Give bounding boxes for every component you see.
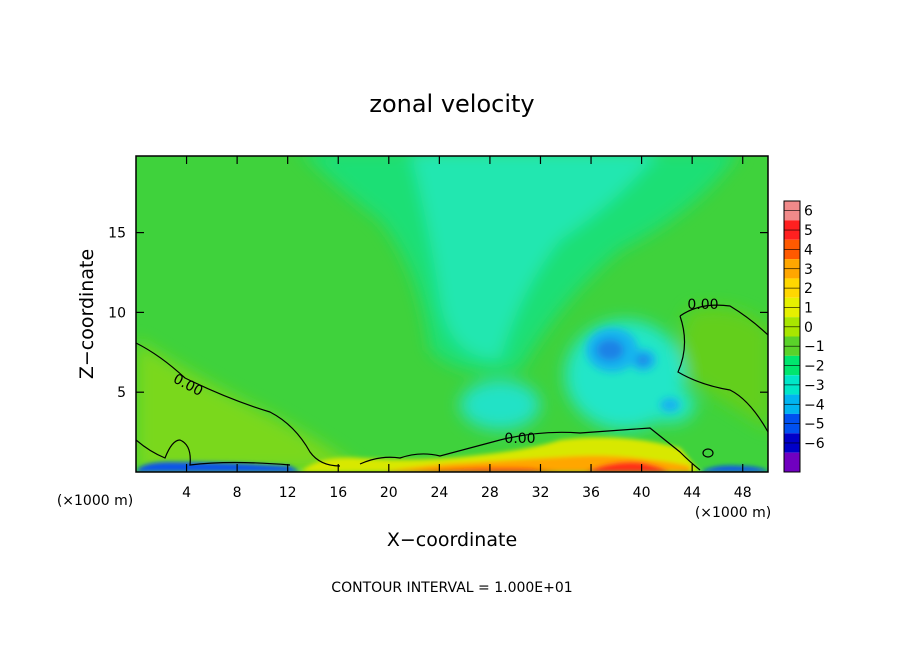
contour-interval-note: CONTOUR INTERVAL = 1.000E+01: [331, 580, 572, 596]
x-unit-right: (×1000 m): [695, 505, 771, 521]
colorbar-label: 2: [804, 281, 813, 297]
x-axis-ticks: 4 8 12 16 20 24 28 32 36 40 44 48: [182, 156, 752, 501]
x-axis-label: X−coordinate: [387, 529, 517, 551]
colorbar-label: 4: [804, 242, 813, 258]
x-tick-label: 36: [582, 485, 600, 501]
colorbar-label: 3: [804, 262, 813, 278]
plot-frame: [135, 155, 769, 473]
x-tick-label: 12: [279, 485, 297, 501]
x-tick-label: 44: [683, 485, 701, 501]
colorbar-label: −3: [804, 378, 825, 394]
colorbar-label: 1: [804, 300, 813, 316]
colorbar-swatch: [784, 452, 800, 472]
colorbar-label: 6: [804, 204, 813, 220]
x-tick-label: 48: [734, 485, 752, 501]
colorbar-label: 0: [804, 320, 813, 336]
colorbar-label: 5: [804, 223, 813, 239]
y-tick-label: 10: [108, 305, 126, 321]
x-unit-left: (×1000 m): [57, 493, 133, 509]
x-tick-label: 20: [380, 485, 398, 501]
colorbar-label: −1: [804, 339, 825, 355]
velocity-field: [136, 156, 768, 472]
colorbar-label: −6: [804, 436, 825, 452]
zero-contours: [136, 304, 768, 471]
x-tick-label: 40: [633, 485, 651, 501]
y-tick-label: 5: [117, 385, 126, 401]
x-tick-label: 4: [182, 485, 191, 501]
y-axis-ticks: 5 10 15: [108, 226, 768, 401]
x-tick-label: 16: [329, 485, 347, 501]
chart-title: zonal velocity: [369, 90, 534, 118]
colorbar-label: −5: [804, 417, 825, 433]
contour-label-right: 0.00: [687, 297, 718, 313]
y-tick-label: 15: [108, 226, 126, 242]
colorbar: 6 5 4 3 2 1 0 −1 −2 −3 −4 −5 −6: [783, 200, 825, 473]
colorbar-frame: [783, 200, 801, 473]
x-tick-label: 32: [532, 485, 550, 501]
contour-label-middle: 0.00: [504, 431, 535, 447]
x-tick-label: 8: [233, 485, 242, 501]
x-tick-label: 24: [430, 485, 448, 501]
y-axis-label: Z−coordinate: [76, 249, 98, 379]
colorbar-label: −4: [804, 397, 825, 413]
x-tick-label: 28: [481, 485, 499, 501]
colorbar-label: −2: [804, 359, 825, 375]
